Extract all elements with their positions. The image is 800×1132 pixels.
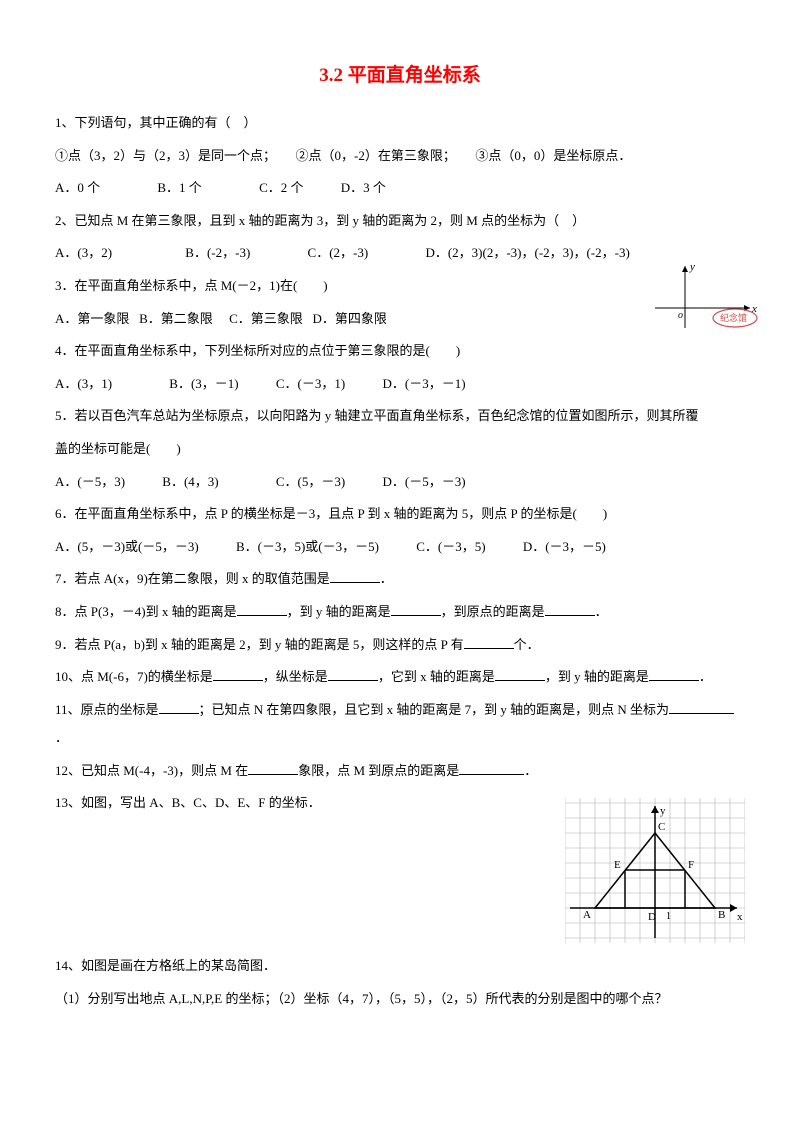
q12-part2: 象限，点 M 到原点的距离是 <box>298 763 459 778</box>
q6-options: A．(5，－3)或(－5，－3) B．(－3，5)或(－3，－5) C．(－3，… <box>55 533 745 562</box>
q10-part4: ，到 y 轴的距离是 <box>545 669 649 684</box>
q10: 10、点 M(-6，7)的横坐标是 ，纵坐标是 ，它到 x 轴的距离是 ，到 y 轴的… <box>55 663 745 692</box>
q8-blank1 <box>237 602 287 616</box>
q12-blank2 <box>459 761 524 775</box>
q5-b: B．(4，3) <box>162 474 218 489</box>
q10-part2: ，纵坐标是 <box>263 669 328 684</box>
coord-diagram: o x y 纪念馆 <box>650 258 765 338</box>
q1-c: C．2 个 <box>259 180 303 195</box>
page-title: 3.2 平面直角坐标系 <box>55 60 745 87</box>
q8-blank2 <box>391 602 441 616</box>
q4-d: D．(－3，－1) <box>382 376 465 391</box>
q11-part1: 11、原点的坐标是 <box>55 702 159 717</box>
q1-text: 1、下列语句，其中正确的有（ ） <box>55 109 745 138</box>
q8-part4: ． <box>595 604 608 619</box>
q3-a: A．第一象限 <box>55 311 129 326</box>
q7: 7．若点 A(x，9)在第二象限，则 x 的取值范围是 ． <box>55 565 745 594</box>
label-E: E <box>614 859 621 871</box>
q14-sub: （1）分别写出地点 A,L,N,P,E 的坐标；（2）坐标（4，7），（5，5）… <box>55 985 745 1014</box>
label-F: F <box>688 859 694 871</box>
q6-a: A．(5，－3)或(－5，－3) <box>55 539 199 554</box>
q1-sub: ①点（3，2）与（2，3）是同一个点； ②点（0，-2）在第三象限； ③点（0，… <box>55 142 745 171</box>
q5-text2: 盖的坐标可能是( ) <box>55 435 745 464</box>
q10-blank3 <box>495 667 545 681</box>
q10-part1: 10、点 M(-6，7)的横坐标是 <box>55 669 213 684</box>
q2-a: A．(3，2) <box>55 245 112 260</box>
q1-a: A．0 个 <box>55 180 100 195</box>
q6-b: B．(－3，5)或(－3，－5) <box>236 539 379 554</box>
q3-b: B．第二象限 <box>139 311 213 326</box>
q3-text: 3．在平面直角坐标系中，点 M(－2，1)在( ) <box>55 272 745 301</box>
q3-c: C．第三象限 <box>229 311 303 326</box>
q6-c: C．(－3，5) <box>416 539 485 554</box>
q10-blank2 <box>328 667 378 681</box>
q6-text: 6．在平面直角坐标系中，点 P 的横坐标是－3，且点 P 到 x 轴的距离为 5… <box>55 500 745 529</box>
label-D: D <box>648 911 656 923</box>
q4-a: A．(3，1) <box>55 376 112 391</box>
q1-d: D．3 个 <box>341 180 386 195</box>
grid-y-label: y <box>660 805 666 817</box>
q11: 11、原点的坐标是 ；已知点 N 在第四象限，且它到 x 轴的距离是 7，到 y … <box>55 696 745 753</box>
q8-part1: 8．点 P(3，－4)到 x 轴的距离是 <box>55 604 237 619</box>
q2-c: C．(2，-3) <box>308 245 369 260</box>
q2-options: A．(3，2) B．(-2，-3) C．(2，-3) D．(2，3)(2，-3)… <box>55 239 745 268</box>
q10-part3: ，它到 x 轴的距离是 <box>378 669 495 684</box>
q10-blank4 <box>649 667 699 681</box>
q8: 8．点 P(3，－4)到 x 轴的距离是 ，到 y 轴的距离是 ，到原点的距离是 ． <box>55 598 745 627</box>
q9-part1: 9．若点 P(a，b)到 x 轴的距离是 2，到 y 轴的距离是 5，则这样的点… <box>55 637 464 652</box>
badge-label: 纪念馆 <box>720 312 747 323</box>
q8-blank3 <box>545 602 595 616</box>
q14-text: 14、如图是画在方格纸上的某岛简图． <box>55 952 745 981</box>
q4-text: 4．在平面直角坐标系中，下列坐标所对应的点位于第三象限的是( ) <box>55 337 745 366</box>
q3-d: D．第四象限 <box>312 311 386 326</box>
q10-blank1 <box>213 667 263 681</box>
q12: 12、已知点 M(-4，-3)，则点 M 在 象限，点 M 到原点的距离是 ． <box>55 757 745 786</box>
grid-diagram: A B C D E F x y 1 <box>565 798 745 943</box>
q9-blank <box>464 635 514 649</box>
y-axis-label: y <box>689 261 695 273</box>
q1-b: B．1 个 <box>157 180 201 195</box>
q2-b: B．(-2，-3) <box>185 245 250 260</box>
q4-options: A．(3，1) B．(3，－1) C．(－3，1) D．(－3，－1) <box>55 370 745 399</box>
label-A: A <box>583 909 591 921</box>
q5-d: D．(－5，－3) <box>382 474 465 489</box>
q6-d: D．(－3，－5) <box>523 539 606 554</box>
q12-part1: 12、已知点 M(-4，-3)，则点 M 在 <box>55 763 248 778</box>
grid-tick-1: 1 <box>666 911 671 922</box>
q5-options: A．(－5，3) B．(4，3) C．(5，－3) D．(－5，－3) <box>55 468 745 497</box>
q11-part2: ；已知点 N 在第四象限，且它到 x 轴的距离是 7，到 y 轴的距离是，则点 … <box>199 702 670 717</box>
q2-d: D．(2，3)(2，-3)，(-2，3)，(-2，-3) <box>425 245 629 260</box>
q10-part5: ． <box>699 669 712 684</box>
q12-blank1 <box>248 761 298 775</box>
q8-part3: ，到原点的距离是 <box>441 604 545 619</box>
q8-part2: ，到 y 轴的距离是 <box>287 604 391 619</box>
q9: 9．若点 P(a，b)到 x 轴的距离是 2，到 y 轴的距离是 5，则这样的点… <box>55 631 745 660</box>
q7-part2: ． <box>380 571 393 586</box>
q9-part2: 个． <box>514 637 540 652</box>
label-C: C <box>658 821 665 833</box>
q12-part3: ． <box>524 763 537 778</box>
q5-a: A．(－5，3) <box>55 474 125 489</box>
q7-part1: 7．若点 A(x，9)在第二象限，则 x 的取值范围是 <box>55 571 330 586</box>
q11-blank2 <box>669 700 734 714</box>
q2-text: 2、已知点 M 在第三象限，且到 x 轴的距离为 3，到 y 轴的距离为 2，则… <box>55 207 745 236</box>
grid-x-label: x <box>737 911 743 923</box>
q4-b: B．(3，－1) <box>169 376 238 391</box>
q11-part3: ． <box>55 730 68 745</box>
label-B: B <box>718 909 725 921</box>
q4-c: C．(－3，1) <box>276 376 345 391</box>
q5-c: C．(5，－3) <box>276 474 345 489</box>
o-label: o <box>678 310 683 321</box>
q5-text1: 5．若以百色汽车总站为坐标原点，以向阳路为 y 轴建立平面直角坐标系，百色纪念馆… <box>55 402 745 431</box>
q7-blank <box>330 569 380 583</box>
q11-blank1 <box>159 700 199 714</box>
q1-options: A．0 个 B．1 个 C．2 个 D．3 个 <box>55 174 745 203</box>
q3-options: A．第一象限 B．第二象限 C．第三象限 D．第四象限 <box>55 305 745 334</box>
